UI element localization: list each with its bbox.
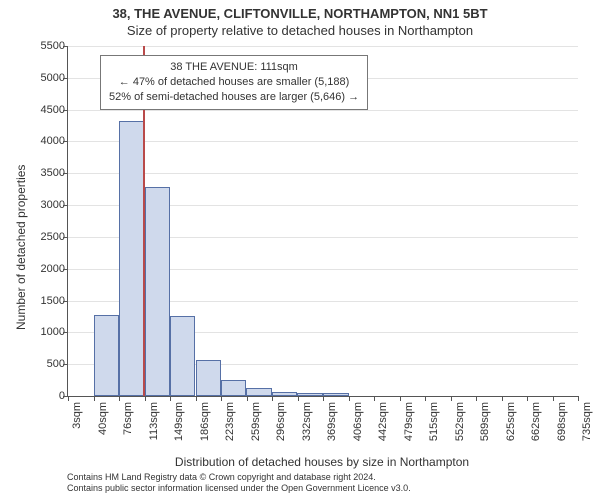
x-tick-label: 552sqm [454,402,466,454]
histogram-bar [272,392,297,396]
y-tick-mark [63,269,68,270]
y-tick-mark [63,301,68,302]
y-tick-label: 3000 [33,199,65,211]
x-tick-mark [196,396,197,401]
y-tick-mark [63,332,68,333]
y-tick-label: 1000 [33,326,65,338]
x-tick-mark [247,396,248,401]
y-tick-mark [63,78,68,79]
x-tick-label: 479sqm [403,402,415,454]
histogram-bar [221,380,246,396]
x-tick-label: 40sqm [97,402,109,454]
x-tick-mark [68,396,69,401]
histogram-bar [170,316,196,396]
x-tick-label: 515sqm [428,402,440,454]
y-tick-label: 3500 [33,167,65,179]
y-tick-label: 4500 [33,104,65,116]
x-tick-label: 223sqm [224,402,236,454]
histogram-bar [323,393,349,396]
histogram-bar [119,121,145,396]
title-line-2: Size of property relative to detached ho… [0,23,600,38]
x-tick-label: 113sqm [148,402,160,454]
y-axis-label: Number of detached properties [14,165,28,330]
annotation-box: 38 THE AVENUE: 111sqm ← 47% of detached … [100,55,368,110]
x-tick-label: 332sqm [301,402,313,454]
credit-line-1: Contains HM Land Registry data © Crown c… [67,472,577,483]
annotation-line-3: 52% of semi-detached houses are larger (… [109,90,359,105]
x-tick-mark [527,396,528,401]
x-tick-label: 625sqm [505,402,517,454]
x-tick-label: 662sqm [530,402,542,454]
x-tick-mark [349,396,350,401]
y-tick-label: 5500 [33,40,65,52]
title-line-1: 38, THE AVENUE, CLIFTONVILLE, NORTHAMPTO… [0,6,600,21]
y-tick-mark [63,46,68,47]
y-tick-mark [63,141,68,142]
x-tick-mark [221,396,222,401]
x-tick-mark [119,396,120,401]
x-tick-label: 406sqm [352,402,364,454]
y-tick-label: 500 [33,358,65,370]
x-axis-label: Distribution of detached houses by size … [67,455,577,469]
x-tick-mark [298,396,299,401]
credit-footer: Contains HM Land Registry data © Crown c… [67,472,577,494]
x-tick-mark [170,396,171,401]
x-tick-label: 149sqm [173,402,185,454]
y-tick-label: 0 [33,390,65,402]
x-tick-mark [374,396,375,401]
x-tick-label: 369sqm [326,402,338,454]
y-tick-label: 2500 [33,231,65,243]
x-tick-label: 589sqm [479,402,491,454]
chart-container: 38, THE AVENUE, CLIFTONVILLE, NORTHAMPTO… [0,0,600,500]
y-tick-mark [63,364,68,365]
y-tick-label: 1500 [33,295,65,307]
x-tick-label: 296sqm [275,402,287,454]
y-tick-mark [63,237,68,238]
x-tick-mark [323,396,324,401]
chart-title: 38, THE AVENUE, CLIFTONVILLE, NORTHAMPTO… [0,6,600,38]
histogram-bar [196,360,222,396]
x-tick-label: 698sqm [556,402,568,454]
credit-line-2: Contains public sector information licen… [67,483,577,494]
y-tick-label: 2000 [33,263,65,275]
x-tick-mark [145,396,146,401]
y-tick-mark [63,205,68,206]
x-tick-mark [272,396,273,401]
annotation-line-1: 38 THE AVENUE: 111sqm [109,60,359,75]
histogram-bar [94,315,119,396]
x-tick-mark [451,396,452,401]
y-tick-label: 4000 [33,135,65,147]
histogram-bar [297,393,323,396]
y-tick-label: 5000 [33,72,65,84]
histogram-bar [246,388,272,396]
x-tick-mark [425,396,426,401]
x-tick-label: 735sqm [581,402,593,454]
x-tick-label: 3sqm [71,402,83,454]
x-tick-label: 442sqm [377,402,389,454]
x-tick-mark [553,396,554,401]
x-tick-mark [502,396,503,401]
x-tick-label: 186sqm [199,402,211,454]
x-tick-mark [400,396,401,401]
x-tick-mark [476,396,477,401]
x-tick-mark [578,396,579,401]
histogram-bar [145,187,170,396]
x-tick-label: 76sqm [122,402,134,454]
y-tick-mark [63,110,68,111]
annotation-line-2: ← 47% of detached houses are smaller (5,… [109,75,359,90]
y-tick-mark [63,173,68,174]
x-tick-mark [94,396,95,401]
x-tick-label: 259sqm [250,402,262,454]
